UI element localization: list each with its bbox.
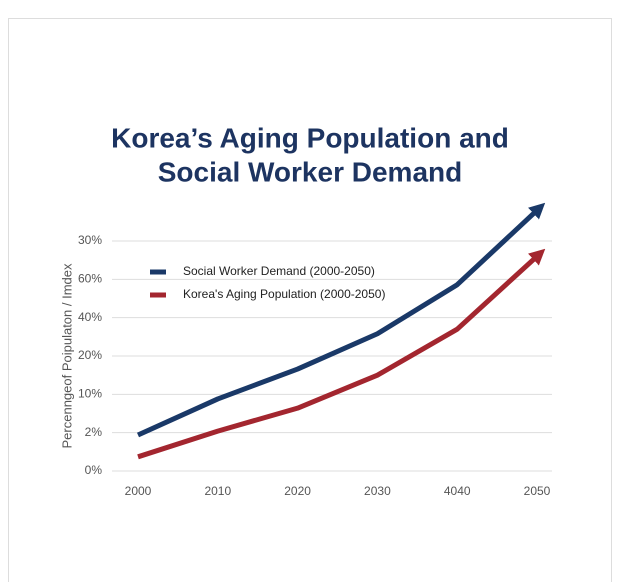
legend-label: Korea's Aging Population (2000-2050)	[183, 287, 385, 301]
legend-label: Social Worker Demand (2000-2050)	[183, 264, 375, 278]
y-tick-label: 30%	[78, 233, 102, 247]
chart-title: Korea’s Aging Population and	[111, 122, 509, 153]
y-tick-label: 0%	[85, 463, 103, 477]
y-tick-label: 10%	[78, 387, 102, 401]
x-tick-label: 2020	[284, 484, 311, 498]
y-axis-label: Percenngeof Poipulaton / Imdex	[59, 263, 74, 449]
y-tick-label: 60%	[78, 272, 102, 286]
card	[8, 18, 612, 582]
y-tick-label: 40%	[78, 310, 102, 324]
x-tick-label: 4040	[444, 484, 471, 498]
y-tick-label: 20%	[78, 348, 102, 362]
x-tick-label: 2050	[524, 484, 551, 498]
x-tick-label: 2000	[125, 484, 152, 498]
line	[136, 202, 546, 438]
x-tick-label: 2010	[204, 484, 231, 498]
y-tick-label: 2%	[85, 425, 103, 439]
x-tick-label: 2030	[364, 484, 391, 498]
chart-title: Social Worker Demand	[158, 156, 462, 187]
line	[137, 248, 546, 460]
